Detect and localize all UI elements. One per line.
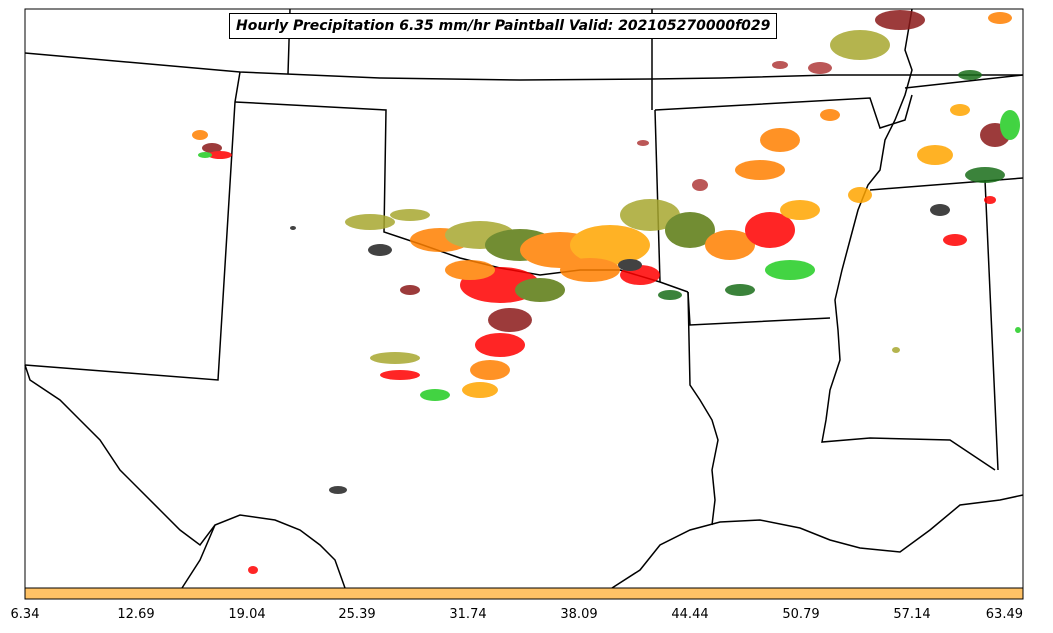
paintball-blob	[400, 285, 420, 295]
paintball-blob	[1000, 110, 1020, 140]
paintball-blob	[208, 151, 232, 159]
paintball-blob	[618, 259, 642, 271]
paintball-blob	[515, 278, 565, 302]
paintball-blob	[808, 62, 832, 74]
paintball-blob	[950, 104, 970, 116]
paintball-blob	[917, 145, 953, 165]
paintball-blob	[198, 152, 212, 158]
colorbar-tick-label: 19.04	[228, 607, 266, 622]
paintball-blob	[958, 70, 982, 80]
precipitation-paintballs	[192, 10, 1021, 574]
paintball-blob	[202, 143, 222, 153]
paintball-blob	[345, 214, 395, 230]
colorbar-tick-label: 6.34	[10, 607, 40, 622]
paintball-blob	[745, 212, 795, 248]
paintball-blob	[780, 200, 820, 220]
colorbar-tick-label: 12.69	[117, 607, 155, 622]
paintball-blob	[665, 212, 715, 248]
paintball-blob	[368, 244, 392, 256]
paintball-blob	[445, 260, 495, 280]
paintball-blob	[892, 347, 900, 353]
paintball-blob	[772, 61, 788, 69]
paintball-blob	[735, 160, 785, 180]
paintball-blob	[765, 260, 815, 280]
paintball-blob	[658, 290, 682, 300]
paintball-blob	[705, 230, 755, 260]
paintball-blob	[930, 204, 950, 216]
paintball-blob	[329, 486, 347, 494]
colorbar-tick-label: 31.74	[449, 607, 487, 622]
paintball-blob	[848, 187, 872, 203]
paintball-blob	[984, 196, 996, 204]
paintball-blob	[380, 370, 420, 380]
paintball-blob	[390, 209, 430, 221]
paintball-blob	[560, 258, 620, 282]
paintball-blob	[965, 167, 1005, 183]
colorbar-tick-label: 38.09	[560, 607, 598, 622]
paintball-blob	[692, 179, 708, 191]
colorbar-tick-label: 44.44	[671, 607, 709, 622]
paintball-blob	[420, 389, 450, 401]
colorbar-tick-label: 50.79	[782, 607, 820, 622]
paintball-blob	[637, 140, 649, 146]
colorbar	[24, 587, 1024, 600]
paintball-blob	[488, 308, 532, 332]
paintball-blob	[830, 30, 890, 60]
paintball-blob	[820, 109, 840, 121]
paintball-blob	[1015, 327, 1021, 333]
paintball-blob	[620, 199, 680, 231]
paintball-blob	[370, 352, 420, 364]
colorbar-tick-label: 57.14	[893, 607, 931, 622]
paintball-blob	[875, 10, 925, 30]
paintball-blob	[290, 226, 296, 230]
paintball-blob	[943, 234, 967, 246]
paintball-blob	[725, 284, 755, 296]
paintball-blob	[248, 566, 258, 574]
paintball-blob	[470, 360, 510, 380]
colorbar-tick-label: 63.49	[985, 607, 1023, 622]
paintball-blob	[192, 130, 208, 140]
map-title: Hourly Precipitation 6.35 mm/hr Paintbal…	[229, 13, 778, 39]
colorbar-tick-label: 25.39	[338, 607, 376, 622]
paintball-blob	[988, 12, 1012, 24]
paintball-blob	[760, 128, 800, 152]
paintball-blob	[475, 333, 525, 357]
paintball-blob	[462, 382, 498, 398]
paintball-blob	[570, 225, 650, 265]
